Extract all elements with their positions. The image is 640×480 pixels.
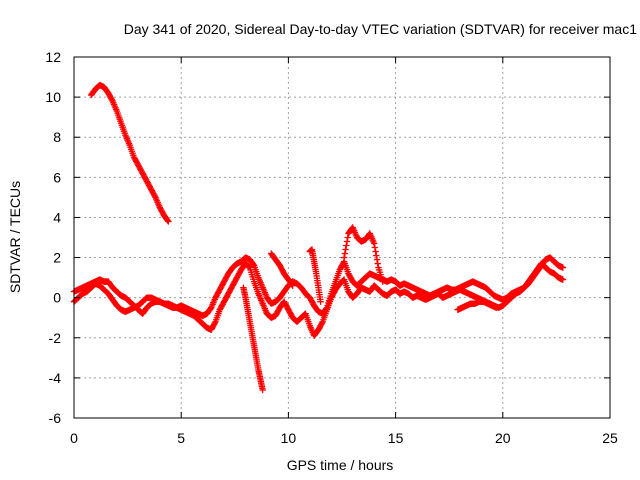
data-point — [559, 276, 567, 283]
x-axis-label: GPS time / hours — [287, 457, 394, 473]
data-point — [373, 252, 380, 259]
x-tick-label: 25 — [602, 430, 618, 446]
data-point — [374, 260, 381, 267]
series-high-tail — [87, 81, 172, 225]
y-tick-label: 6 — [53, 169, 61, 185]
x-tick-label: 20 — [495, 430, 511, 446]
label-layer: 0 5 10 15 20 25 -6 -4 -2 0 2 4 6 8 10 12 — [45, 49, 618, 446]
y-tick-label: 0 — [53, 290, 61, 306]
y-tick-label: -4 — [49, 370, 62, 386]
x-tick-label: 15 — [388, 430, 404, 446]
data-point — [341, 250, 349, 257]
data-point — [493, 304, 500, 311]
data-point — [289, 282, 296, 289]
data-point — [559, 264, 567, 271]
data-layer — [70, 81, 567, 394]
data-point — [340, 254, 348, 261]
data-point — [343, 242, 350, 249]
grid-layer — [74, 57, 610, 418]
data-point — [164, 217, 171, 224]
data-point — [245, 263, 252, 270]
y-tick-label: 2 — [53, 250, 61, 266]
data-point — [371, 244, 379, 251]
data-point — [379, 278, 386, 285]
y-tick-label: 10 — [45, 89, 61, 105]
y-tick-label: 8 — [53, 129, 61, 145]
data-point — [317, 298, 324, 305]
series-dip-8-9h — [240, 284, 266, 394]
data-point — [343, 238, 351, 245]
series-rise-11h — [306, 246, 324, 305]
y-tick-label: -6 — [49, 410, 62, 426]
series-bump-9h — [268, 250, 296, 289]
data-point — [340, 277, 347, 284]
data-point — [245, 263, 253, 271]
data-point — [250, 261, 257, 268]
x-tick-label: 10 — [281, 430, 297, 446]
data-point — [108, 96, 116, 103]
plot-frame — [73, 56, 611, 419]
data-point — [372, 248, 379, 255]
x-tick-label: 0 — [70, 430, 78, 446]
series-tail-18h — [454, 298, 500, 313]
y-axis-label: SDTVAR / TECUs — [7, 181, 23, 293]
data-point — [165, 218, 172, 225]
data-point — [370, 240, 378, 247]
y-tick-label: 12 — [45, 49, 61, 65]
data-point — [259, 386, 266, 394]
data-point — [318, 319, 326, 327]
tick-layer — [73, 56, 611, 419]
series-hump-13h — [340, 224, 386, 285]
data-point — [373, 256, 381, 263]
y-tick-label: -2 — [49, 330, 62, 346]
data-point — [344, 234, 351, 241]
data-point — [342, 246, 349, 253]
x-tick-label: 5 — [177, 430, 185, 446]
data-point — [211, 319, 218, 327]
data-point — [301, 311, 309, 318]
y-tick-label: 4 — [53, 209, 61, 225]
chart-title: Day 341 of 2020, Sidereal Day-to-day VTE… — [124, 21, 637, 37]
data-point — [151, 192, 158, 200]
data-point — [288, 281, 296, 288]
